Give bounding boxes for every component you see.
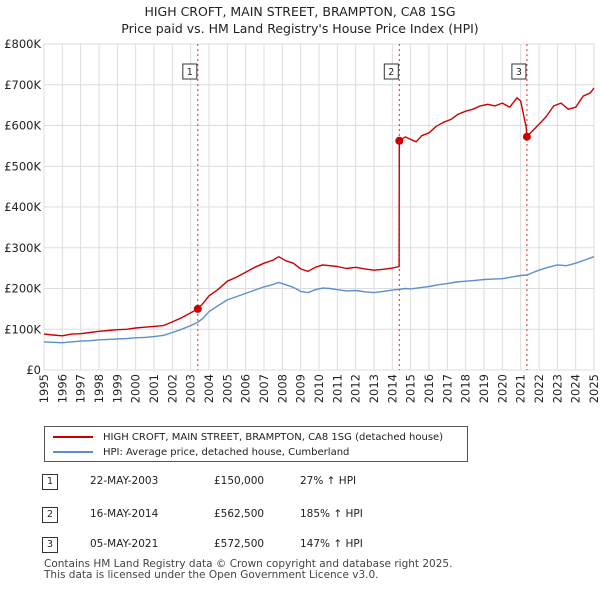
x-tick-label: 2014 bbox=[385, 374, 399, 403]
x-tick-label: 1995 bbox=[37, 374, 51, 403]
y-tick-label: £700K bbox=[4, 78, 41, 92]
x-tick-label: 2023 bbox=[550, 374, 564, 403]
x-tick-label: 2012 bbox=[349, 374, 363, 403]
sale-date: 22-MAY-2003 bbox=[90, 475, 159, 487]
sale-point bbox=[522, 132, 531, 141]
sale-date: 16-MAY-2014 bbox=[90, 508, 159, 520]
legend-item-hpi: HPI: Average price, detached house, Cumb… bbox=[53, 445, 349, 459]
chart-subtitle: Price paid vs. HM Land Registry's House … bbox=[121, 21, 479, 36]
x-tick-label: 2025 bbox=[587, 374, 600, 403]
chart-title: HIGH CROFT, MAIN STREET, BRAMPTON, CA8 1… bbox=[144, 4, 456, 19]
sale-row: 2 16-MAY-2014 £562,500 185% ↑ HPI bbox=[42, 507, 462, 527]
y-tick-label: £0 bbox=[26, 363, 41, 377]
y-tick-label: £800K bbox=[4, 37, 41, 51]
sale-row: 1 22-MAY-2003 £150,000 27% ↑ HPI bbox=[42, 474, 462, 494]
chart-legend: HIGH CROFT, MAIN STREET, BRAMPTON, CA8 1… bbox=[44, 426, 468, 462]
sale-number-badge: 3 bbox=[42, 537, 58, 553]
sale-marker-label: 2 bbox=[388, 67, 394, 78]
sale-price: £150,000 bbox=[214, 475, 265, 487]
legend-label-hpi: HPI: Average price, detached house, Cumb… bbox=[103, 446, 350, 458]
y-tick-label: £300K bbox=[4, 241, 41, 255]
sale-row: 3 05-MAY-2021 £572,500 147% ↑ HPI bbox=[42, 537, 462, 557]
sale-hpi-change: 27% ↑ HPI bbox=[300, 475, 357, 487]
x-tick-label: 1999 bbox=[110, 374, 124, 403]
footer-attribution: Contains HM Land Registry data © Crown c… bbox=[44, 559, 452, 581]
x-tick-label: 2022 bbox=[532, 374, 546, 403]
y-tick-label: £600K bbox=[4, 119, 41, 133]
sale-marker-box bbox=[383, 63, 399, 80]
sale-price: £572,500 bbox=[214, 538, 265, 550]
x-tick-label: 1998 bbox=[92, 374, 106, 403]
sale-number-badge: 2 bbox=[42, 507, 58, 523]
x-tick-label: 2008 bbox=[275, 374, 289, 403]
sale-price: £562,500 bbox=[214, 508, 265, 520]
x-tick-label: 2018 bbox=[459, 374, 473, 403]
x-tick-label: 2002 bbox=[165, 374, 179, 403]
y-tick-label: £200K bbox=[4, 282, 41, 296]
x-tick-label: 2000 bbox=[129, 374, 143, 403]
sale-point bbox=[193, 304, 202, 313]
x-tick-label: 2004 bbox=[202, 374, 216, 403]
x-tick-label: 2001 bbox=[147, 374, 161, 403]
x-tick-label: 2024 bbox=[569, 374, 583, 403]
y-tick-label: £400K bbox=[4, 200, 41, 214]
x-tick-label: 2005 bbox=[220, 374, 234, 403]
sale-marker-box bbox=[182, 63, 198, 80]
x-tick-label: 2021 bbox=[514, 374, 528, 403]
x-tick-label: 2007 bbox=[257, 374, 271, 403]
sale-marker-label: 3 bbox=[516, 67, 522, 78]
property-price-line bbox=[43, 87, 595, 337]
x-tick-label: 2017 bbox=[440, 374, 454, 403]
sale-hpi-change: 185% ↑ HPI bbox=[300, 508, 363, 520]
sale-marker-label: 1 bbox=[187, 67, 193, 78]
y-tick-label: £100K bbox=[4, 322, 41, 336]
sale-number-badge: 1 bbox=[42, 474, 58, 490]
x-tick-label: 2020 bbox=[495, 374, 509, 403]
x-tick-label: 2015 bbox=[404, 374, 418, 403]
x-tick-label: 2011 bbox=[330, 374, 344, 403]
y-tick-label: £500K bbox=[4, 159, 41, 173]
price-chart: £0 £100K £200K £300K £400K £500K £600K £700K £80… bbox=[4, 37, 600, 403]
legend-label-property: HIGH CROFT, MAIN STREET, BRAMPTON, CA8 1… bbox=[103, 431, 444, 443]
x-tick-label: 2013 bbox=[367, 374, 381, 403]
legend-swatch-hpi bbox=[53, 451, 93, 453]
x-tick-label: 2019 bbox=[477, 374, 491, 403]
x-tick-label: 2016 bbox=[422, 374, 436, 403]
x-tick-label: 1996 bbox=[55, 374, 69, 403]
legend-swatch-property bbox=[53, 436, 93, 438]
x-tick-label: 2006 bbox=[239, 374, 253, 403]
x-tick-label: 2003 bbox=[184, 374, 198, 403]
sale-point bbox=[395, 136, 404, 145]
sale-date: 05-MAY-2021 bbox=[90, 538, 159, 550]
footer-license: This data is licensed under the Open Gov… bbox=[44, 569, 379, 581]
sale-hpi-change: 147% ↑ HPI bbox=[300, 538, 363, 550]
x-tick-label: 2010 bbox=[312, 374, 326, 403]
sale-marker-box bbox=[511, 63, 527, 80]
hpi-line bbox=[43, 256, 595, 344]
x-tick-label: 2009 bbox=[294, 374, 308, 403]
legend-item-property: HIGH CROFT, MAIN STREET, BRAMPTON, CA8 1… bbox=[53, 430, 443, 444]
x-tick-label: 1997 bbox=[74, 374, 88, 403]
footer-copyright: Contains HM Land Registry data © Crown c… bbox=[44, 558, 453, 570]
